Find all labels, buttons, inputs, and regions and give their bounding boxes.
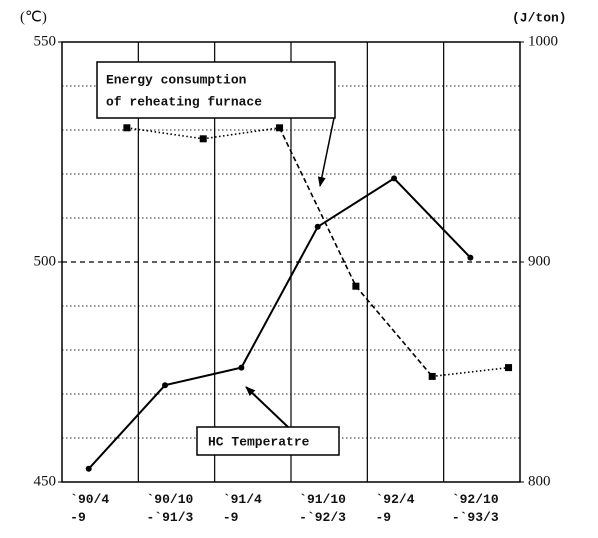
x-tick-label: `91/10 -`92/3 xyxy=(299,492,346,525)
x-tick-label: `90/4 -9 xyxy=(70,492,109,525)
marker xyxy=(505,364,513,372)
line-segment xyxy=(278,127,357,287)
marker xyxy=(467,254,474,261)
x-tick-label: `92/10 -`93/3 xyxy=(452,492,499,525)
y2-tick-label: 900 xyxy=(528,253,551,269)
annotation-box xyxy=(96,61,336,119)
y-tick-label: 500 xyxy=(34,253,57,269)
y2-tick-label: 800 xyxy=(528,473,551,489)
marker xyxy=(199,135,207,143)
x-tick-label: `90/10 -`91/3 xyxy=(147,492,194,525)
y-tick-label: 550 xyxy=(34,33,57,49)
marker xyxy=(391,175,398,182)
y-unit: (℃) xyxy=(20,9,47,25)
plot-frame xyxy=(61,41,521,483)
marker xyxy=(314,223,321,230)
marker xyxy=(352,282,360,290)
series-line xyxy=(87,177,472,470)
line-segment xyxy=(432,366,509,378)
line-segment xyxy=(126,127,204,140)
marker xyxy=(238,364,245,371)
line-segment xyxy=(355,285,433,377)
y2-tick-label: 1000 xyxy=(528,33,558,49)
annotation: of reheating furnace xyxy=(106,94,262,109)
line-segment xyxy=(203,127,280,140)
x-tick-label: `92/4 -9 xyxy=(376,492,415,525)
marker xyxy=(123,124,131,132)
arrow xyxy=(245,386,289,428)
arrow xyxy=(317,117,335,187)
annotation: Energy consumption xyxy=(106,72,247,87)
annotation: HC Temperatre xyxy=(208,434,310,449)
marker xyxy=(428,372,436,380)
marker xyxy=(276,124,284,132)
series-line xyxy=(126,127,509,378)
y2-unit: (J/ton) xyxy=(512,10,567,25)
annotation-box xyxy=(196,426,340,456)
x-tick-label: `91/4 -9 xyxy=(223,492,262,525)
annotations: Energy consumption of reheating furnace … xyxy=(96,61,340,456)
marker xyxy=(162,382,169,389)
y-tick-label: 450 xyxy=(34,473,57,489)
marker xyxy=(85,465,92,472)
